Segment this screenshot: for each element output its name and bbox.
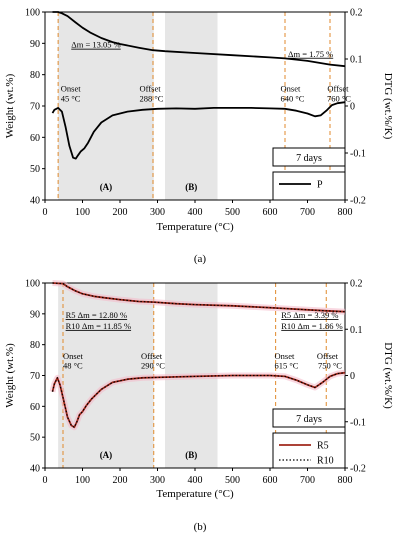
y-left-tick-label: 40: [30, 196, 40, 207]
region-label: (B): [185, 182, 197, 192]
legend-entries-box: [272, 432, 346, 469]
x-tick-label: 400: [188, 207, 203, 218]
y-right-axis-label: DTG (wt.%/K): [382, 342, 394, 409]
y-left-tick-label: 80: [30, 340, 40, 351]
x-tick-label: 0: [43, 207, 48, 218]
legend: 7 days R5 R10: [272, 408, 346, 469]
x-tick-label: 600: [263, 207, 278, 218]
y-left-tick-label: 40: [30, 464, 40, 475]
series-line-P-left: [52, 11, 346, 68]
x-tick-label: 100: [75, 475, 90, 486]
x-tick-label: 600: [263, 475, 278, 486]
region-label: (B): [185, 450, 197, 460]
y-right-tick-label: 0.1: [350, 325, 363, 336]
region-label: (A): [100, 182, 113, 192]
onset-offset-annotation: 45 °C: [61, 94, 81, 104]
legend-title-box: [272, 408, 346, 428]
onset-offset-annotation: Offset: [141, 351, 163, 361]
legend-entry-label: R5: [317, 441, 329, 452]
x-tick-label: 300: [150, 475, 165, 486]
onset-offset-annotation: Offset: [327, 83, 349, 93]
chart-panel-a: (A) (B)0 100 200 300 400 500 600 700 800405060708…: [4, 8, 394, 266]
x-tick-label: 100: [75, 207, 90, 218]
onset-offset-annotation: 615 °C: [275, 360, 299, 370]
series-line-R10-right: [51, 372, 346, 428]
x-tick-label: 500: [225, 475, 240, 486]
legend-title-box: [272, 147, 346, 167]
y-right-tick-label: 0: [350, 102, 355, 113]
legend-entry-label: R10: [317, 456, 334, 467]
shaded-region: [165, 12, 218, 200]
onset-offset-annotation: 288 °C: [140, 94, 164, 104]
y-right-axis-label: DTG (wt.%/K): [382, 73, 394, 140]
y-left-tick-label: 50: [30, 433, 40, 444]
chart-panel-b: (A) (B)0 100 200 300 400 500 600 700 800405060708…: [4, 279, 394, 534]
y-right-tick-label: -0.1: [350, 149, 366, 160]
y-left-tick-label: 80: [30, 70, 40, 81]
panel-caption: (a): [194, 253, 207, 265]
x-tick-label: 300: [150, 207, 165, 218]
panel-caption: (b): [194, 521, 207, 533]
legend-title: 7 days: [296, 414, 322, 425]
y-right-tick-label: -0.1: [350, 417, 366, 428]
onset-offset-annotation: Onset: [61, 83, 81, 93]
x-axis-label: Temperature (°C): [156, 488, 234, 500]
legend: 7 days P: [272, 147, 346, 201]
onset-offset-annotation: Offset: [317, 351, 339, 361]
legend-title: 7 days: [296, 153, 322, 164]
x-tick-label: 700: [300, 207, 315, 218]
onset-offset-annotation: 760 °C: [327, 94, 351, 104]
series-line-R10-left: [52, 282, 346, 313]
y-left-tick-label: 60: [30, 133, 40, 144]
region-label: (A): [100, 450, 113, 460]
mass-loss-annotation: R10 Δm = 1.86 %: [281, 321, 343, 331]
onset-offset-annotation: 750 °C: [318, 360, 342, 370]
y-left-axis-label: Weight (wt.%): [4, 73, 16, 138]
y-right-tick-label: -0.2: [350, 464, 366, 475]
x-tick-label: 400: [188, 475, 203, 486]
legend-entries-box: [272, 171, 346, 201]
x-tick-label: 200: [113, 207, 128, 218]
onset-offset-annotation: Onset: [275, 351, 295, 361]
onset-offset-annotation: Onset: [281, 83, 301, 93]
x-tick-label: 800: [338, 475, 353, 486]
x-tick-label: 0: [43, 475, 48, 486]
y-left-tick-label: 90: [30, 39, 40, 50]
onset-offset-annotation: 640 °C: [281, 94, 305, 104]
mass-loss-annotation: Δm = 13.05 %: [71, 40, 120, 50]
legend-entry-label: P: [317, 180, 323, 191]
mass-loss-annotation: Δm = 1.75 %: [288, 49, 333, 59]
y-left-tick-label: 70: [30, 371, 40, 382]
y-left-axis-label: Weight (wt.%): [4, 343, 16, 408]
y-right-tick-label: 0.2: [350, 8, 363, 19]
mass-loss-annotation: R10 Δm = 11.85 %: [66, 321, 131, 331]
onset-offset-annotation: 48 °C: [63, 360, 83, 370]
x-tick-label: 800: [338, 207, 353, 218]
onset-offset-annotation: 290 °C: [141, 360, 165, 370]
y-left-tick-label: 60: [30, 402, 40, 413]
x-tick-label: 700: [300, 475, 315, 486]
x-tick-label: 200: [113, 475, 128, 486]
y-left-tick-label: 50: [30, 164, 40, 175]
shaded-region: [58, 12, 154, 200]
y-right-tick-label: 0: [350, 371, 355, 382]
mass-loss-annotation: R5 Δm = 3.39 %: [281, 310, 338, 320]
mass-loss-annotation: R5 Δm = 12.80 %: [66, 310, 128, 320]
x-tick-label: 500: [225, 207, 240, 218]
series-line-P-right: [51, 101, 346, 160]
x-axis-label: Temperature (°C): [156, 221, 234, 233]
y-left-tick-label: 100: [25, 8, 40, 19]
y-right-tick-label: 0.2: [350, 279, 363, 290]
onset-offset-annotation: Offset: [140, 83, 162, 93]
y-right-tick-label: 0.1: [350, 55, 363, 66]
y-right-tick-label: -0.2: [350, 196, 366, 207]
y-left-tick-label: 100: [25, 279, 40, 290]
onset-offset-annotation: Onset: [63, 351, 83, 361]
y-left-tick-label: 70: [30, 102, 40, 113]
y-left-tick-label: 90: [30, 309, 40, 320]
